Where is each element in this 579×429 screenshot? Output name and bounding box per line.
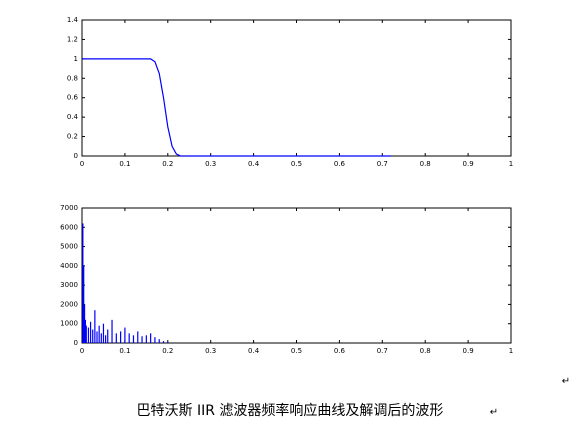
x-tick-label: 0	[80, 160, 84, 168]
x-tick-label: 0.4	[248, 347, 260, 355]
y-tick-label: 1.4	[67, 16, 79, 24]
x-tick-label: 0.7	[377, 160, 388, 168]
x-tick-label: 0.1	[119, 160, 130, 168]
paragraph-mark: ↵	[562, 376, 570, 387]
y-tick-label: 3000	[60, 281, 78, 289]
x-tick-label: 0.3	[205, 160, 216, 168]
y-tick-label: 4000	[60, 262, 78, 270]
response-line	[82, 58, 391, 157]
y-tick-label: 1000	[60, 320, 78, 328]
x-tick-label: 0.6	[334, 347, 346, 355]
x-tick-label: 0.5	[291, 347, 302, 355]
y-tick-label: 2000	[60, 300, 78, 308]
x-tick-label: 0.9	[463, 160, 474, 168]
y-tick-label: 7000	[60, 204, 78, 212]
x-tick-label: 0.9	[463, 347, 474, 355]
y-tick-label: 0.2	[67, 133, 78, 141]
paragraph-mark: ↵	[490, 407, 498, 418]
x-tick-label: 0	[80, 347, 84, 355]
y-tick-label: 1	[74, 55, 78, 63]
x-tick-label: 0.1	[119, 347, 130, 355]
x-tick-label: 0.4	[248, 160, 260, 168]
x-tick-label: 0.3	[205, 347, 216, 355]
x-tick-label: 0.8	[420, 347, 431, 355]
x-tick-label: 1	[509, 347, 513, 355]
y-tick-label: 0	[74, 152, 78, 160]
x-tick-label: 0.2	[162, 347, 173, 355]
y-tick-label: 0.6	[67, 94, 79, 102]
y-tick-label: 5000	[60, 243, 78, 251]
caption: 巴特沃斯 IIR 滤波器频率响应曲线及解调后的波形	[137, 402, 444, 419]
x-tick-label: 1	[509, 160, 513, 168]
y-tick-label: 0.4	[67, 113, 79, 121]
x-tick-label: 0.8	[420, 160, 431, 168]
y-tick-label: 6000	[60, 223, 78, 231]
y-tick-label: 0	[74, 339, 78, 347]
y-tick-label: 1.2	[67, 35, 78, 43]
x-tick-label: 0.2	[162, 160, 173, 168]
x-tick-label: 0.6	[334, 160, 346, 168]
axes-box	[81, 207, 512, 344]
x-tick-label: 0.7	[377, 347, 388, 355]
x-tick-label: 0.5	[291, 160, 302, 168]
axes-box	[81, 19, 512, 157]
y-tick-label: 0.8	[67, 74, 78, 82]
